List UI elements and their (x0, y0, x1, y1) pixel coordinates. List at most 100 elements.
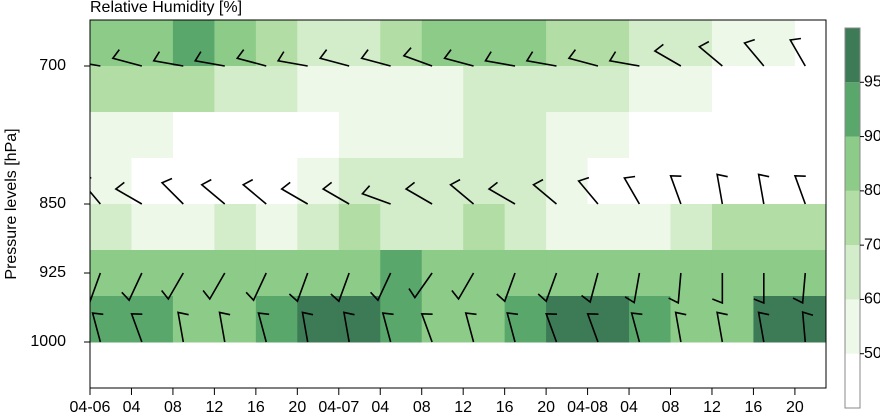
rh-cell (794, 158, 826, 205)
rh-cell (90, 66, 132, 113)
x-tick-label: 16 (247, 399, 265, 416)
rh-cell (338, 20, 381, 67)
rh-cell (255, 20, 298, 67)
rh-cell (587, 20, 630, 67)
rh-cell (753, 20, 796, 67)
rh-cell (214, 112, 257, 159)
wind-barb (743, 38, 765, 67)
rh-cell (794, 20, 826, 67)
rh-cell (504, 112, 547, 159)
wind-barb (443, 49, 474, 67)
colorbar-box (845, 353, 860, 408)
rh-cell (90, 158, 132, 205)
colorbar-box (845, 136, 860, 191)
rh-cell (463, 158, 506, 205)
y-tick-label: 925 (39, 264, 66, 281)
wind-barb (245, 272, 267, 302)
x-tick-label: 04 (620, 399, 638, 416)
wind-barb (451, 272, 475, 301)
wind-barb (668, 272, 682, 305)
wind-barb (630, 312, 643, 343)
rh-cell (297, 204, 340, 251)
rh-cell (131, 250, 174, 297)
rh-cell (711, 66, 754, 113)
wind-barb (464, 312, 477, 343)
wind-barb (202, 272, 226, 301)
wind-barb (152, 51, 184, 67)
colorbar-tick-label: 90 (864, 128, 880, 145)
wind-barb (161, 272, 184, 301)
rh-cell (504, 204, 547, 251)
x-tick-label: 04 (123, 399, 141, 416)
rh-cell (546, 158, 589, 205)
colorbar-tick-label: 70 (864, 236, 880, 253)
rh-cell (172, 204, 215, 251)
x-tick-label: 12 (454, 399, 472, 416)
wind-barb (280, 181, 309, 205)
wind-barb (235, 49, 267, 67)
rh-cell (380, 112, 423, 159)
wind-barb (318, 49, 350, 67)
wind-barb (330, 272, 350, 303)
chart-title: Relative Humidity [%] (90, 0, 242, 16)
rh-cell (131, 204, 174, 251)
rh-cell (255, 112, 298, 159)
rh-cell (255, 158, 298, 205)
colorbar-tick-label: 95 (864, 74, 880, 91)
colorbar-box (845, 299, 860, 354)
rh-cell (214, 250, 257, 297)
rh-cell (380, 158, 423, 205)
wind-barb (712, 273, 724, 305)
rh-cell (214, 20, 257, 67)
rh-cell (463, 250, 506, 297)
rh-cell (504, 250, 547, 297)
wind-barb (218, 311, 231, 343)
rh-cell (463, 296, 506, 343)
rh-cell (90, 20, 132, 67)
wind-barb (121, 272, 143, 302)
wind-barb (697, 40, 723, 67)
y-tick-label: 1000 (30, 333, 66, 350)
wind-barb (257, 312, 270, 343)
rh-cell (131, 20, 174, 67)
wind-barb (361, 185, 391, 205)
wind-barb (525, 51, 557, 67)
wind-barb (200, 178, 226, 205)
rh-cell (380, 296, 423, 343)
wind-barb (90, 63, 101, 67)
rh-cell (504, 296, 547, 343)
wind-barb (537, 272, 558, 303)
rh-cell (753, 204, 796, 251)
wind-barb (177, 311, 189, 343)
rh-cell (255, 66, 298, 113)
rh-cell (421, 66, 464, 113)
colorbar-box (845, 82, 860, 137)
rh-cell (131, 112, 174, 159)
wind-barb (496, 272, 516, 303)
rh-cell (546, 250, 589, 297)
wind-barb (623, 175, 641, 205)
wind-barb (369, 272, 392, 302)
rh-cell (670, 112, 713, 159)
y-axis-label: Pressure levels [hPa] (3, 128, 20, 279)
x-tick-label: 04 (371, 399, 389, 416)
wind-barb (404, 181, 433, 205)
rh-cell (172, 250, 215, 297)
rh-cell (629, 204, 672, 251)
x-tick-label: 12 (703, 399, 721, 416)
wind-barb (624, 272, 641, 304)
rh-cell (463, 112, 506, 159)
colorbar-tick-label: 80 (864, 182, 880, 199)
rh-cell (587, 66, 630, 113)
rh-cell (504, 66, 547, 113)
rh-cell (794, 250, 826, 297)
x-tick-label: 20 (288, 399, 306, 416)
rh-cell (794, 112, 826, 159)
wind-barb (716, 173, 728, 205)
wind-barb (408, 272, 433, 300)
rh-cell (380, 20, 423, 67)
wind-barb (567, 49, 599, 67)
wind-barb (381, 312, 394, 343)
rh-cell (90, 112, 132, 159)
rh-cell (629, 112, 672, 159)
